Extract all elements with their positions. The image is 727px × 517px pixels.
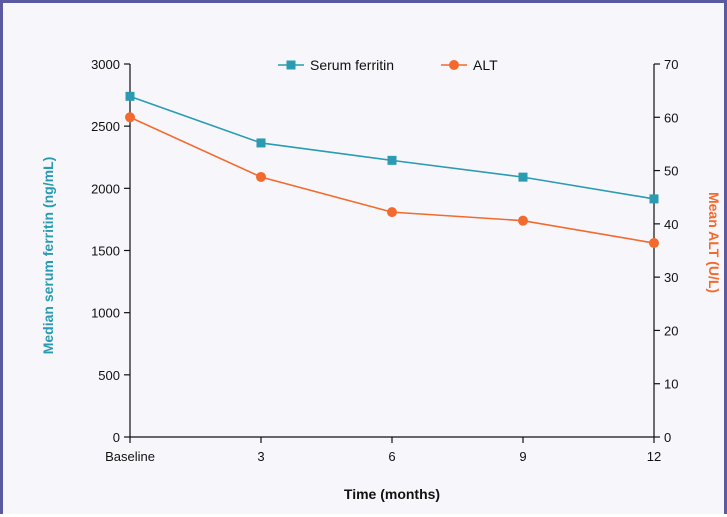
alt-point xyxy=(518,215,528,226)
serum-ferritin-point xyxy=(518,172,528,182)
right-y-tick-label: 20 xyxy=(664,323,678,338)
series-markers-group xyxy=(125,91,659,249)
alt-line xyxy=(129,116,655,244)
left-y-tick-label: 0 xyxy=(113,430,120,445)
x-tick-label: 6 xyxy=(388,449,395,464)
right-y-axis-title: Mean ALT (U/L) xyxy=(706,192,722,293)
x-tick-label: 3 xyxy=(257,449,264,464)
left-y-tick-label: 1500 xyxy=(91,244,120,259)
right-y-tick-label: 40 xyxy=(664,217,678,232)
right-y-tick-label: 50 xyxy=(664,164,678,179)
left-y-tick-label: 2500 xyxy=(91,119,120,134)
legend-serum-ferritin-marker xyxy=(286,60,296,70)
legend-alt-marker xyxy=(449,60,459,70)
axes-group: 0 500 1000 1500 2000 2500 3000 0 10 20 30 40 50 60 70 B… xyxy=(91,57,678,464)
x-tick-label: Baseline xyxy=(105,449,155,464)
right-y-tick-label: 30 xyxy=(664,270,678,285)
dual-axis-line-chart: 0 500 1000 1500 2000 2500 3000 0 10 20 30 40 50 60 70 B… xyxy=(40,57,722,502)
x-tick-label: 9 xyxy=(519,449,526,464)
serum-ferritin-point xyxy=(387,155,397,165)
x-tick-label: 12 xyxy=(647,449,661,464)
serum-ferritin-point xyxy=(649,194,659,204)
left-y-tick-label: 500 xyxy=(98,368,120,383)
left-y-axis-title: Median serum ferritin (ng/mL) xyxy=(40,157,56,355)
serum-ferritin-point xyxy=(125,91,135,101)
alt-point xyxy=(649,238,659,249)
legend-serum-ferritin-label: Serum ferritin xyxy=(310,57,394,73)
left-y-tick-label: 2000 xyxy=(91,181,120,196)
serum-ferritin-line xyxy=(129,95,655,200)
alt-point xyxy=(256,171,266,182)
alt-point xyxy=(387,207,397,218)
serum-ferritin-point xyxy=(256,138,266,148)
legend-alt-label: ALT xyxy=(473,57,498,73)
left-y-tick-label: 1000 xyxy=(91,306,120,321)
alt-point xyxy=(125,112,135,123)
right-y-tick-label: 60 xyxy=(664,110,678,125)
right-y-tick-label: 0 xyxy=(664,430,671,445)
right-y-tick-label: 70 xyxy=(664,57,678,72)
x-axis-title: Time (months) xyxy=(344,486,440,502)
series-lines-group xyxy=(129,95,655,244)
left-y-tick-label: 3000 xyxy=(91,57,120,72)
right-y-tick-label: 10 xyxy=(664,377,678,392)
legend: Serum ferritin ALT xyxy=(278,57,498,73)
